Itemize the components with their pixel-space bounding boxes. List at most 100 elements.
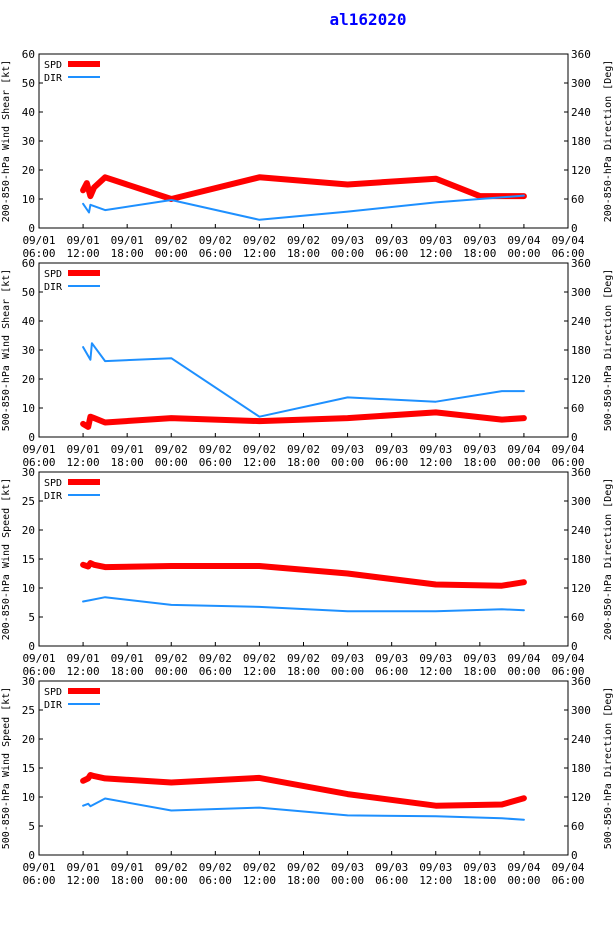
x-tick-label: 06:00 xyxy=(551,456,584,469)
x-tick-label: 09/02 xyxy=(287,234,320,247)
plot-frame xyxy=(38,680,569,856)
chart-title: al162020 xyxy=(329,10,406,29)
legend-label-dir: DIR xyxy=(44,700,63,711)
y2-tick-label: 0 xyxy=(571,222,578,235)
x-tick-label: 06:00 xyxy=(551,247,584,260)
x-tick-label: 09/02 xyxy=(287,861,320,874)
x-tick-label: 09/02 xyxy=(243,861,276,874)
y-tick-label: 15 xyxy=(22,762,35,775)
x-tick-label: 09/04 xyxy=(507,234,540,247)
legend-label-spd: SPD xyxy=(44,269,62,280)
x-tick-label: 09/02 xyxy=(199,652,232,665)
chart-panel-3: 05101520253006012018024030036009/0106:00… xyxy=(1,466,614,678)
x-tick-label: 09/03 xyxy=(419,861,452,874)
series-line-spd xyxy=(80,560,527,589)
x-tick-label: 09/03 xyxy=(331,861,364,874)
x-tick-label: 09/02 xyxy=(155,861,188,874)
chart-panel-2: 010203040506006012018024030036009/0106:0… xyxy=(1,257,614,469)
y2-tick-label: 0 xyxy=(571,849,578,862)
x-tick-label: 18:00 xyxy=(463,665,496,678)
y-axis-label: 500-850-hPa Wind Speed [kt] xyxy=(1,687,12,850)
y2-tick-label: 0 xyxy=(571,640,578,653)
y2-tick-label: 300 xyxy=(571,704,591,717)
x-tick-label: 12:00 xyxy=(243,456,276,469)
legend-label-dir: DIR xyxy=(44,73,63,84)
y2-axis-label: 500-850-hPa Direction [Deg] xyxy=(603,269,614,432)
x-tick-label: 09/03 xyxy=(463,652,496,665)
x-tick-label: 09/04 xyxy=(551,443,584,456)
x-tick-label: 18:00 xyxy=(463,456,496,469)
x-tick-label: 09/03 xyxy=(331,234,364,247)
y2-tick-label: 240 xyxy=(571,733,591,746)
x-tick-label: 06:00 xyxy=(199,874,232,887)
plot-frame xyxy=(38,262,569,438)
x-tick-label: 06:00 xyxy=(22,456,55,469)
y2-tick-label: 60 xyxy=(571,820,584,833)
x-tick-label: 18:00 xyxy=(287,247,320,260)
y2-tick-label: 120 xyxy=(571,791,591,804)
chart-panel-1: 010203040506006012018024030036009/0106:0… xyxy=(1,48,614,260)
x-tick-label: 09/02 xyxy=(287,443,320,456)
legend-label-spd: SPD xyxy=(44,60,62,71)
x-tick-label: 06:00 xyxy=(22,874,55,887)
series-line-dir xyxy=(82,596,525,613)
x-tick-label: 09/02 xyxy=(199,234,232,247)
y-tick-label: 10 xyxy=(22,791,35,804)
x-tick-label: 00:00 xyxy=(155,456,188,469)
x-tick-label: 18:00 xyxy=(287,874,320,887)
plot-frame xyxy=(38,471,569,647)
x-tick-label: 09/01 xyxy=(67,443,100,456)
series-line-spd xyxy=(80,772,527,809)
y2-tick-label: 60 xyxy=(571,402,584,415)
y-tick-label: 20 xyxy=(22,373,35,386)
x-tick-label: 00:00 xyxy=(507,456,540,469)
x-tick-label: 06:00 xyxy=(375,665,408,678)
x-tick-label: 09/01 xyxy=(22,443,55,456)
x-tick-label: 00:00 xyxy=(331,456,364,469)
y-tick-label: 40 xyxy=(22,315,35,328)
x-tick-label: 09/04 xyxy=(507,652,540,665)
x-tick-label: 18:00 xyxy=(287,456,320,469)
y2-tick-label: 180 xyxy=(571,135,591,148)
x-tick-label: 09/02 xyxy=(287,652,320,665)
x-tick-label: 09/01 xyxy=(111,652,144,665)
x-tick-label: 09/02 xyxy=(199,861,232,874)
y2-tick-label: 180 xyxy=(571,344,591,357)
y2-tick-label: 360 xyxy=(571,257,591,270)
y2-tick-label: 60 xyxy=(571,611,584,624)
y-tick-label: 60 xyxy=(22,257,35,270)
x-tick-label: 06:00 xyxy=(22,247,55,260)
x-tick-label: 12:00 xyxy=(67,456,100,469)
x-tick-label: 12:00 xyxy=(67,874,100,887)
x-tick-label: 09/02 xyxy=(243,652,276,665)
series-line-spd xyxy=(80,174,527,202)
x-tick-label: 06:00 xyxy=(375,874,408,887)
x-tick-label: 09/03 xyxy=(419,443,452,456)
y-tick-label: 50 xyxy=(22,286,35,299)
x-tick-label: 00:00 xyxy=(155,665,188,678)
y-tick-label: 30 xyxy=(22,466,35,479)
y-tick-label: 5 xyxy=(28,820,35,833)
x-tick-label: 12:00 xyxy=(67,247,100,260)
y2-tick-label: 360 xyxy=(571,675,591,688)
legend-label-spd: SPD xyxy=(44,687,62,698)
y-tick-label: 25 xyxy=(22,704,35,717)
y2-axis-label: 200-850-hPa Direction [Deg] xyxy=(603,60,614,223)
x-tick-label: 06:00 xyxy=(199,665,232,678)
x-tick-label: 09/03 xyxy=(331,443,364,456)
y-axis-label: 500-850-hPa Wind Shear [kt] xyxy=(1,269,12,432)
x-tick-label: 09/02 xyxy=(155,443,188,456)
x-tick-label: 12:00 xyxy=(243,665,276,678)
x-tick-label: 09/04 xyxy=(507,443,540,456)
y2-axis-label: 500-850-hPa Direction [Deg] xyxy=(603,687,614,850)
x-tick-label: 00:00 xyxy=(331,665,364,678)
series-line-dir xyxy=(82,342,525,418)
chart-panel-4: 05101520253006012018024030036009/0106:00… xyxy=(1,675,614,887)
x-tick-label: 09/02 xyxy=(199,443,232,456)
y-tick-label: 50 xyxy=(22,77,35,90)
y-tick-label: 5 xyxy=(28,611,35,624)
x-tick-label: 00:00 xyxy=(155,247,188,260)
y2-tick-label: 180 xyxy=(571,762,591,775)
x-tick-label: 18:00 xyxy=(111,665,144,678)
